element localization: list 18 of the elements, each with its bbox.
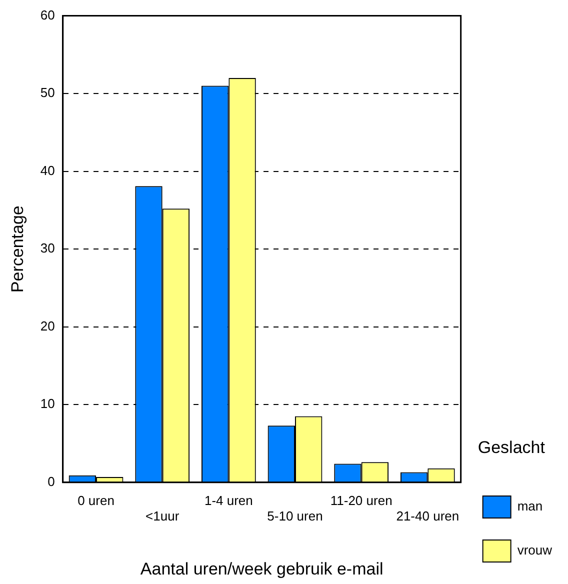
y-tick-label: 0 [48, 474, 55, 489]
y-tick-label: 60 [40, 7, 55, 22]
y-tick-label: 10 [40, 396, 55, 412]
x-axis-title: Aantal uren/week gebruik e-mail [140, 559, 384, 578]
x-tick-label: 21-40 uren [396, 508, 460, 524]
y-tick-label: 20 [40, 318, 55, 334]
x-tick-label: 0 uren [78, 492, 114, 508]
y-tick-label: 40 [40, 162, 55, 178]
y-axis-title: Percentage [8, 206, 27, 293]
x-tick-label: 11-20 uren [330, 492, 392, 508]
legend-label: vrouw [517, 542, 553, 558]
x-tick-label: <1uur [146, 508, 180, 524]
y-tick-label: 50 [40, 85, 55, 100]
y-tick-label: 30 [40, 240, 55, 256]
legend-title: Geslacht [478, 438, 546, 457]
x-tick-label: 1-4 uren [204, 492, 253, 508]
legend-label: man [517, 498, 543, 514]
x-tick-label: 5-10 uren [267, 508, 323, 524]
